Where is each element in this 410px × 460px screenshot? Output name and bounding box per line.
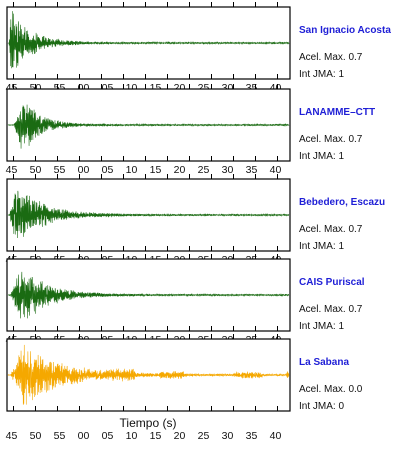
x-tick-label: 35 (246, 82, 258, 94)
x-tick-label: 05 (102, 430, 114, 442)
station-name: Bebedero, Escazu (299, 197, 385, 208)
x-tick-label: 10 (126, 82, 138, 94)
station-panel: 45 50 55 00 05 10 15 20 25 30 35 40 La Sabana Acel. M… (6, 334, 363, 442)
station-panel: 455055000510152025303540CAIS PuriscalAce… (6, 254, 365, 346)
acel-max-text: Acel. Max. 0.0 (299, 384, 363, 395)
x-tick-label: 15 (150, 82, 162, 94)
x-tick-label: 25 (198, 82, 210, 94)
station-name: La Sabana (299, 357, 349, 368)
station-panel: 45 50 55 00 05 10 15 20 25 30 35 40 LANAMME–CTT Acel.… (6, 84, 375, 176)
int-jma-text: Int JMA: 0 (299, 401, 344, 412)
x-tick-label: 55 (54, 430, 66, 442)
int-jma-text: Int JMA: 1 (299, 321, 344, 332)
waveform-line (7, 344, 290, 405)
x-tick-label: 00 (78, 82, 90, 94)
x-tick-label: 55 (54, 164, 66, 176)
waveform-line (7, 11, 290, 69)
waveform-line (7, 190, 290, 239)
acel-max-text: Acel. Max. 0.7 (299, 52, 363, 63)
x-tick-label: 30 (222, 430, 234, 442)
x-tick-label: 40 (270, 82, 282, 94)
x-tick-label: 10 (126, 164, 138, 176)
station-name: San Ignacio Acosta (299, 25, 391, 36)
x-tick-label: 20 (174, 82, 186, 94)
x-tick-label: 45 (6, 430, 18, 442)
x-tick-label: 25 (198, 164, 210, 176)
x-tick-label: 40 (270, 430, 282, 442)
x-tick-label: 10 (126, 430, 138, 442)
x-tick-label: 30 (222, 164, 234, 176)
x-tick-label: 45 (6, 82, 18, 94)
x-tick-label: 55 (54, 82, 66, 94)
x-tick-label: 05 (102, 82, 114, 94)
station-name: LANAMME–CTT (299, 107, 375, 118)
x-tick-label: 50 (30, 164, 42, 176)
int-jma-text: Int JMA: 1 (299, 69, 344, 80)
x-tick-label: 35 (246, 164, 258, 176)
x-tick-label: 00 (78, 164, 90, 176)
x-tick-label: 05 (102, 164, 114, 176)
x-tick-label: 45 (6, 164, 18, 176)
x-tick-label: 50 (30, 430, 42, 442)
x-tick-label: 25 (198, 430, 210, 442)
x-axis-label: Tiempo (s) (120, 416, 177, 430)
acel-max-text: Acel. Max. 0.7 (299, 134, 363, 145)
x-tick-label: 00 (78, 430, 90, 442)
x-tick-label: 15 (150, 430, 162, 442)
x-tick-label: 15 (150, 164, 162, 176)
x-tick-label: 35 (246, 430, 258, 442)
x-tick-label: 30 (222, 82, 234, 94)
station-name: CAIS Puriscal (299, 277, 365, 288)
waveform-line (7, 271, 290, 319)
x-tick-label: 20 (174, 430, 186, 442)
x-tick-label: 40 (270, 164, 282, 176)
acel-max-text: Acel. Max. 0.7 (299, 224, 363, 235)
acel-max-text: Acel. Max. 0.7 (299, 304, 363, 315)
waveform-line (7, 104, 290, 149)
station-panel: 455055000510152025303540Bebedero, Escazu… (6, 174, 385, 266)
int-jma-text: Int JMA: 1 (299, 151, 344, 162)
int-jma-text: Int JMA: 1 (299, 241, 344, 252)
x-tick-label: 20 (174, 164, 186, 176)
